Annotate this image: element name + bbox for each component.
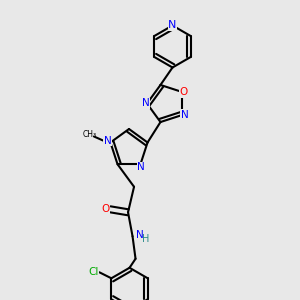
Text: H: H	[142, 234, 149, 244]
Text: N: N	[136, 230, 144, 240]
Text: N: N	[181, 110, 189, 120]
Text: O: O	[101, 204, 110, 214]
Text: CH₃: CH₃	[82, 130, 97, 140]
Text: N: N	[103, 136, 111, 146]
Text: N: N	[137, 162, 145, 172]
Text: N: N	[142, 98, 149, 109]
Text: N: N	[168, 20, 177, 31]
Text: Cl: Cl	[88, 267, 98, 277]
Text: O: O	[180, 87, 188, 97]
